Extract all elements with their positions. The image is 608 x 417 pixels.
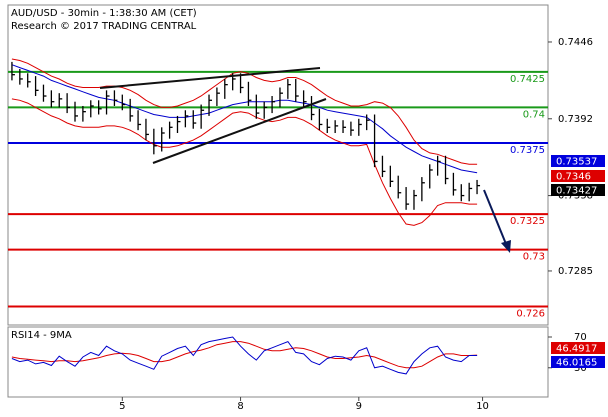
rsi-tag [551,342,605,354]
level-label: 0.7325 [510,216,545,227]
upper-band [11,58,478,165]
level-label: 0.73 [523,252,545,263]
level-label: 0.726 [516,309,545,320]
x-tick-label: 5 [119,401,125,412]
y-tick-label: 0.7338 [558,191,593,202]
price-tag-label: 0.73427 [556,186,597,197]
rsi-line [11,336,478,375]
rsi-title: RSI14 - 9MA [11,330,72,341]
marks [8,58,548,375]
x-tick-label: 9 [356,401,362,412]
forecast-arrowhead [501,240,511,253]
chart-subtitle: Research © 2017 TRADING CENTRAL [11,21,197,32]
level-label: 0.7425 [510,74,545,85]
chart-title: AUD/USD - 30min - 1:38:30 AM (CET) [11,8,197,19]
y-tick-label: 0.7392 [558,114,593,125]
level-label: 0.74 [523,109,545,120]
rsi-tag [551,356,605,368]
price-frame [7,4,549,326]
forecast-arrow [483,189,507,245]
trendline [99,67,321,89]
y-tick-label: 0.7446 [558,37,593,48]
x-tick-label: 10 [476,401,489,412]
y-tick-label: 0.7285 [558,266,593,277]
price-tag [551,170,605,182]
price-tag-label: 0.73537 [556,157,597,168]
price-tag [551,155,605,167]
rsi-frame [7,326,549,398]
lower-band [11,98,478,226]
trendline [152,98,327,164]
price-tag [551,184,605,196]
level-label: 0.7375 [510,145,545,156]
moving-average [11,64,478,174]
rsi-y-tick-label: 30 [574,363,587,374]
rsi-tag-label: 46.0165 [556,358,597,369]
rsi-y-tick-label: 70 [574,332,587,343]
rsi-ma [11,341,478,369]
rsi-tag-label: 46.4917 [556,344,597,355]
x-tick-label: 8 [237,401,243,412]
price-tag-label: 0.7346 [556,172,591,183]
